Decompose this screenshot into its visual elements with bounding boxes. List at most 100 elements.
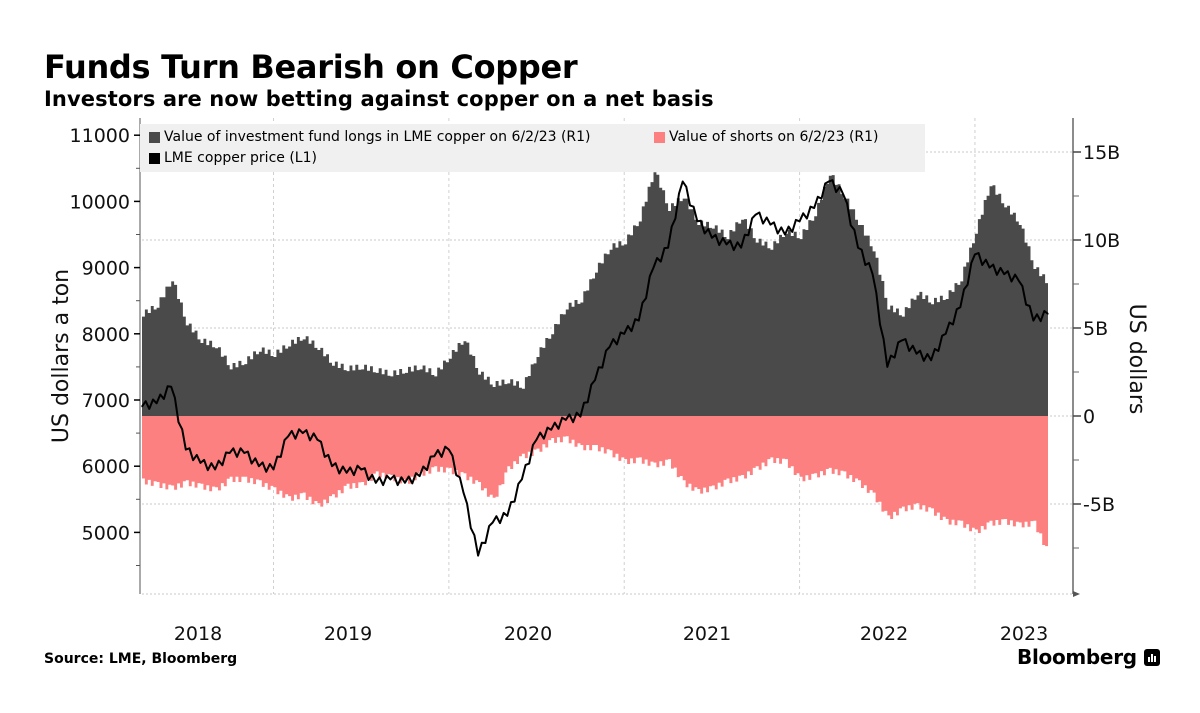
copper-price-point: [828, 180, 830, 183]
copper-price-point: [769, 223, 771, 226]
copper-price-point: [229, 452, 231, 454]
left-axis-tick-label: 5000: [82, 522, 130, 544]
brand-logo: Bloomberg: [1017, 645, 1160, 669]
area-series: [142, 172, 1048, 558]
copper-price-point: [302, 432, 304, 434]
copper-price-point: [404, 482, 406, 484]
copper-price-point: [375, 482, 377, 484]
bloomberg-bar-chart-icon: [1143, 648, 1160, 666]
longs-area: [142, 172, 1048, 416]
legend-label-price: LME copper price (L1): [164, 150, 317, 166]
copper-price-point: [170, 386, 172, 388]
copper-price-point: [755, 214, 757, 216]
right-axis-label: US dollars: [1124, 304, 1149, 415]
legend: Value of investment fund longs in LME co…: [140, 124, 925, 172]
copper-price-point: [945, 333, 947, 335]
copper-price-point: [842, 194, 845, 196]
legend-item-price: LME copper price (L1): [149, 150, 317, 166]
x-axis-tick-label: 2019: [324, 623, 372, 645]
copper-price-point: [988, 267, 991, 269]
x-axis-tick-label: 2023: [1000, 623, 1048, 645]
copper-price-point: [974, 253, 976, 255]
x-axis-tick-label: 2018: [174, 623, 222, 645]
copper-price-point: [930, 359, 932, 361]
right-axis-tick-label: 0: [1083, 406, 1095, 428]
copper-price-point: [389, 478, 392, 481]
copper-price-point: [886, 366, 888, 368]
x-axis-tick-label: 2021: [683, 623, 731, 645]
left-axis-tick-label: 10000: [70, 191, 130, 213]
copper-price-point: [594, 379, 596, 381]
legend-item-longs: Value of investment fund longs in LME co…: [149, 129, 591, 145]
copper-price-point: [667, 247, 669, 249]
legend-swatch-price: [149, 152, 160, 164]
copper-price-point: [725, 243, 728, 246]
left-axis-tick-label: 9000: [82, 258, 130, 280]
copper-price-point: [711, 237, 713, 239]
shorts-area: [142, 416, 1048, 558]
copper-price-point: [156, 402, 158, 404]
copper-price-point: [623, 333, 625, 335]
copper-price-point: [638, 319, 640, 322]
copper-price-point: [579, 415, 581, 418]
copper-price-point: [258, 465, 260, 467]
copper-price-point: [565, 419, 567, 421]
left-axis-tick-label: 7000: [82, 390, 130, 412]
copper-price-point: [243, 452, 245, 454]
copper-price-point: [901, 339, 903, 342]
copper-price-point: [959, 306, 961, 308]
copper-price-point: [287, 435, 289, 438]
right-axis-tick-label: 5B: [1083, 318, 1108, 340]
chart-subtitle: Investors are now betting against copper…: [44, 87, 714, 111]
left-axis-tick-label: 11000: [70, 125, 130, 147]
axes: 5000 6000 7000 8000 9000 10000 11000 US dollars…: [49, 118, 1149, 645]
copper-price-point: [740, 247, 742, 249]
x-axis-tick-label: 2020: [504, 623, 552, 645]
copper-price-point: [550, 429, 552, 431]
copper-price-point: [652, 267, 655, 269]
copper-price-point: [199, 462, 202, 464]
left-axis-label: US dollars a ton: [49, 269, 74, 443]
left-axis-tick-label: 6000: [82, 456, 130, 478]
copper-price-point: [360, 468, 362, 471]
right-axis-tick-label: 10B: [1083, 230, 1120, 252]
copper-price-point: [433, 455, 435, 457]
legend-swatch-longs: [149, 131, 160, 143]
copper-price-point: [1003, 273, 1005, 275]
copper-price-point: [915, 353, 918, 355]
copper-price-point: [477, 554, 479, 557]
copper-price-point: [141, 406, 143, 408]
copper-price-point: [813, 207, 815, 209]
copper-price-point: [462, 492, 465, 494]
legend-item-shorts: Value of shorts on 6/2/23 (R1): [654, 129, 879, 145]
copper-price-point: [419, 475, 421, 477]
right-axis-tick-label: -5B: [1083, 494, 1115, 516]
copper-price-point: [784, 233, 786, 236]
legend-label-shorts: Value of shorts on 6/2/23 (R1): [669, 129, 879, 145]
copper-price-point: [872, 273, 874, 275]
line-series: [141, 179, 1049, 557]
copper-price-point: [521, 478, 523, 481]
chart-title: Funds Turn Bearish on Copper: [44, 48, 578, 86]
copper-price-point: [696, 220, 698, 222]
copper-price-point: [214, 468, 216, 471]
copper-price-point: [345, 472, 348, 474]
copper-price-point: [798, 220, 801, 222]
copper-price-point: [185, 449, 187, 451]
copper-price-point: [1047, 313, 1049, 315]
brand-name: Bloomberg: [1017, 645, 1137, 669]
left-axis-tick-label: 8000: [82, 324, 130, 346]
right-axis-arrow: [1073, 591, 1080, 597]
copper-price-point: [1018, 280, 1020, 282]
copper-price-point: [316, 439, 318, 441]
legend-label-longs: Value of investment fund longs in LME co…: [164, 129, 591, 145]
copper-price-point: [609, 346, 611, 348]
copper-price-point: [857, 247, 859, 249]
x-axis-tick-label: 2022: [860, 623, 908, 645]
copper-price-point: [506, 515, 508, 517]
copper-price-point: [682, 180, 684, 183]
copper-price-point: [535, 439, 538, 441]
right-axis-tick-label: 15B: [1083, 142, 1120, 164]
source-note: Source: LME, Bloomberg: [44, 651, 238, 667]
